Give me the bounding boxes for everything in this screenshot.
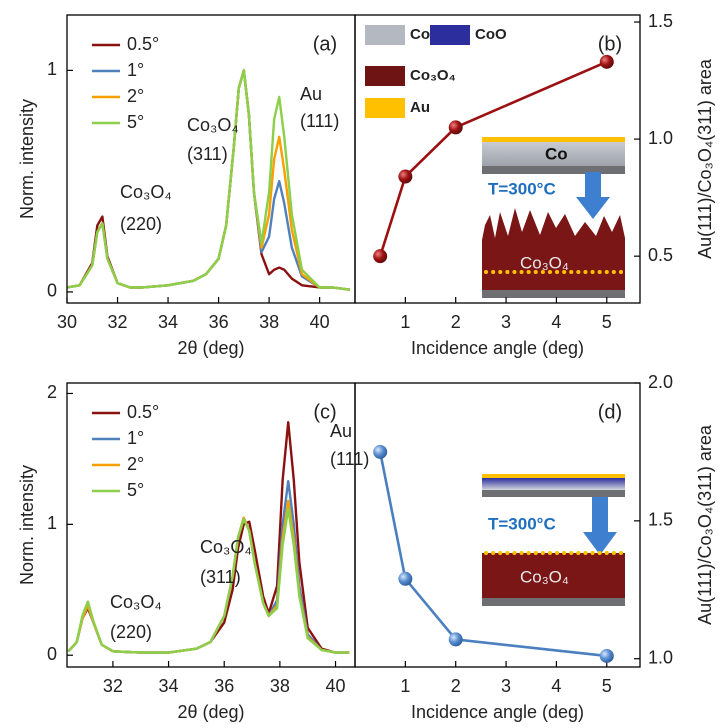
y-tick-label: 1 [47, 59, 57, 79]
data-point [373, 444, 388, 459]
data-line [67, 507, 350, 654]
inset-label: T=300°C [488, 514, 556, 533]
panel-label: (d) [598, 401, 622, 423]
annotation: Co₃O₄ [120, 182, 172, 202]
legend-label: 2° [127, 86, 144, 106]
data-point [373, 249, 388, 264]
material-label: Au [410, 99, 430, 116]
annotation: (220) [110, 622, 152, 642]
x-tick-label: 2 [451, 676, 461, 696]
data-line [378, 60, 608, 257]
plot-frame [354, 14, 641, 304]
y-tick-label: 0.5 [648, 245, 673, 265]
panel-label: (b) [598, 33, 622, 55]
material-swatch [365, 98, 405, 118]
material-swatch [365, 66, 405, 86]
material-swatch [365, 25, 405, 45]
annotation: Co₃O₄ [110, 592, 162, 612]
x-axis-title: 2θ (deg) [177, 702, 244, 722]
panel-label: (c) [313, 401, 336, 423]
legend-label: 5° [127, 480, 144, 500]
annotation: Au [330, 421, 352, 441]
x-tick-label: 40 [326, 676, 346, 696]
annotation: (111) [300, 111, 339, 131]
x-tick-label: 2 [451, 312, 461, 332]
y-tick-label: 2 [47, 382, 57, 402]
legend-label: 1° [127, 428, 144, 448]
y-tick-label: 1.5 [648, 11, 673, 31]
x-tick-label: 40 [310, 312, 330, 332]
legend-label: 1° [127, 60, 144, 80]
annotation: (111) [330, 449, 369, 469]
x-tick-label: 32 [108, 312, 128, 332]
x-tick-label: 36 [214, 676, 234, 696]
y-tick-label: 0 [47, 281, 57, 301]
data-point [398, 169, 413, 184]
data-line [378, 451, 607, 658]
legend-label: 0.5° [127, 34, 159, 54]
x-tick-label: 30 [57, 312, 77, 332]
material-label: Co₃O₄ [410, 67, 456, 84]
legend-label: 0.5° [127, 402, 159, 422]
y-axis-title: Norm. intensity [17, 465, 37, 585]
y-axis-title: Au(111)/Co₃O₄(311) area [695, 58, 715, 259]
plot-frame [354, 382, 641, 668]
x-tick-label: 1 [400, 312, 410, 332]
x-tick-label: 34 [159, 676, 179, 696]
y-tick-label: 0 [47, 644, 57, 664]
y-tick-label: 1.0 [648, 647, 673, 667]
data-point [448, 120, 463, 135]
annotation: Co₃O₄ [187, 115, 239, 135]
y-tick-label: 1.5 [648, 510, 673, 530]
annotation: (311) [187, 144, 228, 164]
y-axis-title: Norm. intensity [17, 99, 37, 219]
material-label: Co [410, 26, 430, 43]
inset-label: Co [545, 144, 568, 163]
y-tick-label: 2.0 [648, 372, 673, 392]
inset-label: Co₃O₄ [520, 253, 569, 272]
y-tick-label: 1 [47, 513, 57, 533]
material-label: CoO [475, 26, 507, 43]
y-tick-label: 1.0 [648, 128, 673, 148]
x-tick-label: 4 [551, 676, 561, 696]
x-tick-label: 34 [158, 312, 178, 332]
inset-d [482, 474, 625, 606]
inset-label: Co₃O₄ [520, 567, 569, 586]
legend-label: 2° [127, 454, 144, 474]
x-tick-label: 38 [259, 312, 279, 332]
x-axis-title: 2θ (deg) [177, 338, 244, 358]
data-point [398, 571, 413, 586]
material-swatch [430, 25, 470, 45]
legend-label: 5° [127, 112, 144, 132]
x-axis-title: Incidence angle (deg) [411, 702, 584, 722]
x-tick-label: 38 [270, 676, 290, 696]
inset-label: T=300°C [488, 179, 556, 198]
x-tick-label: 5 [602, 312, 612, 332]
x-axis-title: Incidence angle (deg) [411, 338, 584, 358]
annotation: Co₃O₄ [200, 537, 252, 557]
x-tick-label: 1 [400, 676, 410, 696]
annotation: (311) [200, 567, 241, 587]
panel-label: (a) [313, 33, 337, 55]
annotation: (220) [120, 214, 162, 234]
x-tick-label: 5 [602, 676, 612, 696]
y-axis-title: Au(111)/Co₃O₄(311) area [695, 424, 715, 625]
x-tick-label: 32 [103, 676, 123, 696]
data-line [66, 69, 351, 291]
inset-b [482, 137, 625, 298]
data-point [599, 648, 614, 663]
x-tick-label: 4 [551, 312, 561, 332]
x-tick-label: 3 [501, 312, 511, 332]
data-point [599, 54, 614, 69]
x-tick-label: 36 [209, 312, 229, 332]
annotation: Au [300, 84, 322, 104]
x-tick-label: 3 [501, 676, 511, 696]
data-point [448, 632, 463, 647]
